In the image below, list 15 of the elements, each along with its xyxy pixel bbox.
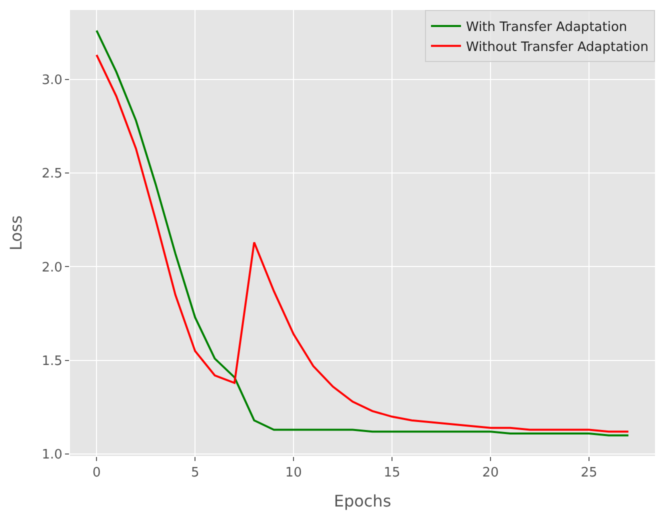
x-axis-title: Epochs [334, 491, 392, 510]
x-tick-label: 0 [92, 466, 101, 481]
y-tick-label: 1.5 [42, 354, 62, 369]
legend-label: Without Transfer Adaptation [466, 40, 648, 55]
y-tick-label: 2.0 [42, 260, 62, 276]
x-tick-label: 5 [190, 466, 200, 481]
y-axis-title: Loss [6, 215, 26, 251]
y-tick-label: 1.0 [42, 448, 62, 463]
legend-label: With Transfer Adaptation [466, 20, 628, 36]
x-tick-label: 25 [580, 466, 598, 481]
y-tick-label: 3.0 [42, 72, 62, 88]
x-tick-label: 15 [384, 466, 400, 481]
y-tick-label: 2.5 [42, 166, 62, 182]
x-tick-label: 20 [482, 466, 499, 481]
x-tick-label: 10 [285, 466, 302, 481]
